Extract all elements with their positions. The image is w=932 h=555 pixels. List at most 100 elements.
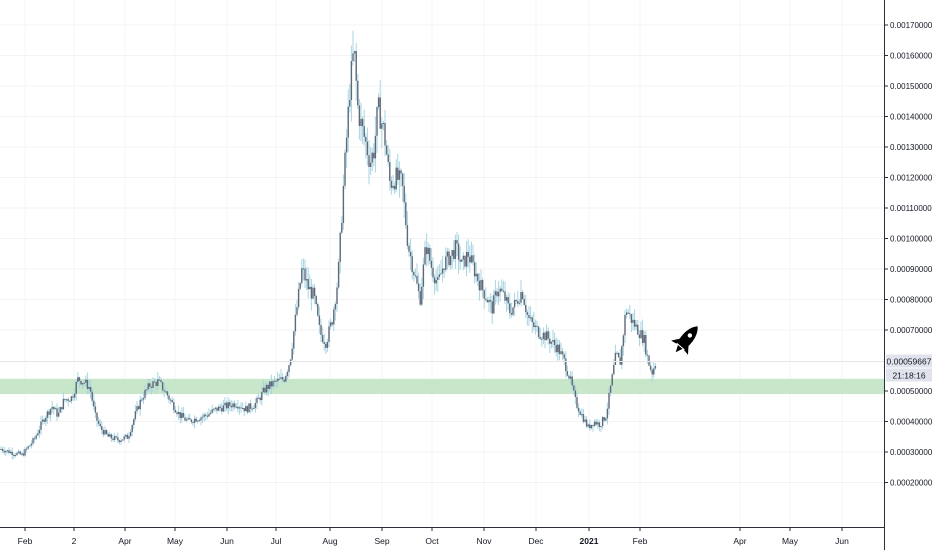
candle-body [21,453,23,455]
candle-body [219,406,221,409]
candle-body [25,448,28,450]
candle-body [398,170,401,180]
candle-body [209,412,212,414]
candle-body [331,322,333,325]
candle-body [83,382,85,384]
candle-body [454,240,457,259]
candle-body [230,405,233,408]
candle-body [381,123,383,129]
x-tick-label: May [167,536,184,546]
candle-body [349,100,351,107]
candle-body [48,411,50,415]
candle-body [344,152,346,186]
candle-body [253,407,255,409]
candle-body [112,438,114,440]
candle-body [432,267,434,278]
candle-body [637,324,639,335]
y-tick-label: 0.00040000 [890,418,932,427]
candle-body [144,389,146,399]
candle-body [85,379,87,383]
y-axis[interactable]: 0.001800000.001700000.001600000.00150000… [884,0,932,550]
candle-body [581,414,583,416]
candle-body [54,408,57,410]
candle-body [152,381,154,388]
candle-body [648,355,650,366]
candle-body [619,357,621,365]
candle-body [384,122,386,146]
candle-body [168,395,170,400]
candle-body [105,430,108,434]
y-tick-label: 0.00090000 [890,265,932,274]
candle-body [265,384,268,393]
candle-body [645,334,647,355]
candle-body [176,412,178,415]
candle-body [307,279,309,290]
candle-body [592,424,594,426]
x-tick-label: Jun [835,536,849,546]
candle-body [24,449,26,456]
candle-body [149,383,151,387]
candle-body [227,402,229,409]
candle-body [641,330,644,343]
candle-body [435,280,437,284]
candle-body [213,408,215,410]
candle-body [139,399,141,410]
candle-body [248,403,250,413]
candle-body [173,402,175,411]
candle-body [541,338,543,340]
candle-body [88,386,90,389]
candle-body [312,287,314,299]
candle-body [118,440,121,442]
candle-body [368,155,370,167]
candle-body [158,379,161,381]
candle-body [315,295,317,304]
candle-body [481,280,484,291]
candle-body [147,383,149,390]
candle-body [616,352,618,354]
candle-body [638,334,641,339]
candle-body [453,250,455,259]
candle-body [477,273,479,281]
x-tick-label: 2 [72,536,77,546]
candle-body [613,364,615,375]
candle-body [385,145,388,155]
candle-body [240,407,242,409]
candle-body [161,382,164,391]
candle-body [342,185,345,223]
candle-body [291,348,293,360]
candle-body [317,303,319,316]
candle-body [465,251,468,267]
candle-body [0,448,2,450]
candle-body [78,377,81,381]
rocket-icon[interactable] [667,319,706,359]
candle-body [565,358,567,372]
candle-body [323,342,325,344]
candle-body [590,424,593,429]
candle-body [166,391,169,396]
candle-body [169,399,172,401]
candle-body [14,455,17,457]
candle-body [625,312,628,316]
candle-body [509,303,511,314]
candle-body [408,245,410,252]
candle-body [163,390,165,392]
candle-body [203,414,205,417]
candle-body [473,262,476,277]
candle-body [283,379,285,382]
x-tick-label: Aug [322,536,337,546]
candle-body [297,288,300,308]
candle-body [520,292,522,303]
candle-body [272,381,274,387]
candle-body [40,421,42,430]
candle-body [545,331,548,341]
candle-body [160,380,162,383]
candle-body [155,382,157,386]
candle-body [19,451,21,455]
candle-body [339,232,341,262]
x-axis[interactable]: Feb 2 Apr May Jun Jul Aug Sep Oct Nov Dec 2021 Feb Ap… [0,527,884,546]
candle-body [302,268,305,270]
candle-body [49,408,52,415]
y-tick-label: 0.00130000 [890,143,932,152]
